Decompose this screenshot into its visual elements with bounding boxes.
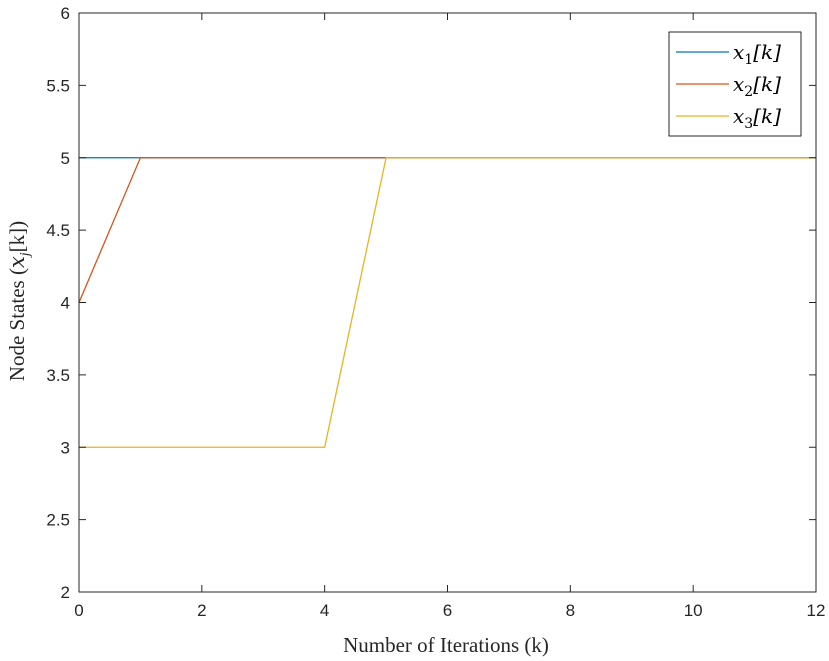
x-tick-label: 12	[807, 601, 826, 620]
legend-var: x	[733, 40, 744, 64]
y-axis-label: Node States (xj[k])	[5, 221, 33, 381]
y-tick-label: 2.5	[46, 511, 70, 530]
x-axis-label: Number of Iterations (k)	[343, 633, 549, 657]
y-axis-label-bracket: [k]	[5, 228, 29, 253]
y-tick-label: 4.5	[46, 221, 70, 240]
x-tick-label: 6	[443, 601, 452, 620]
y-tick-label: 2	[61, 583, 70, 602]
y-tick-label: 6	[61, 4, 70, 23]
x-tick-label: 4	[320, 601, 329, 620]
x-tick-label: 8	[566, 601, 575, 620]
series-line-3	[79, 157, 816, 448]
y-axis-label-suffix: )	[5, 221, 29, 228]
y-axis-label-var: x	[5, 256, 29, 268]
y-tick-label: 5	[61, 149, 70, 168]
y-axis-label-prefix: Node States (	[5, 268, 29, 381]
legend-label-1: x1[k]	[733, 40, 781, 68]
legend: x1[k]x2[k]x3[k]	[668, 31, 802, 137]
series-layer	[78, 157, 816, 448]
x-tick-label: 0	[74, 601, 83, 620]
legend-subscript: 1	[744, 52, 753, 68]
legend-label-3: x3[k]	[733, 104, 781, 132]
y-tick-label: 5.5	[46, 76, 70, 95]
legend-subscript: 3	[744, 116, 753, 132]
x-tick-label: 10	[684, 601, 703, 620]
legend-subscript: 2	[744, 84, 753, 100]
x-tick-label: 2	[197, 601, 206, 620]
legend-var: x	[733, 104, 744, 128]
legend-var: x	[733, 72, 744, 96]
legend-bracket: [k]	[753, 72, 781, 96]
y-tick-label: 3	[61, 438, 70, 457]
legend-label-2: x2[k]	[733, 72, 781, 100]
legend-bracket: [k]	[753, 40, 781, 64]
y-axis-label-var-subscript: j	[18, 252, 33, 258]
y-tick-label: 4	[61, 294, 70, 313]
legend-bracket: [k]	[753, 104, 781, 128]
y-tick-label: 3.5	[46, 366, 70, 385]
